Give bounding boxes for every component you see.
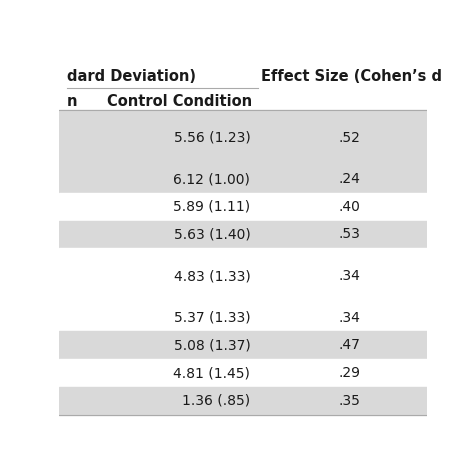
Text: .29: .29 <box>338 366 360 380</box>
Text: Control Condition: Control Condition <box>107 94 252 109</box>
Text: .34: .34 <box>338 269 360 283</box>
Text: 1.36 (.85): 1.36 (.85) <box>182 394 250 408</box>
Text: .40: .40 <box>338 200 360 214</box>
Text: dard Deviation): dard Deviation) <box>66 70 196 84</box>
Bar <box>59 220 427 248</box>
Text: .52: .52 <box>338 130 360 145</box>
Text: Effect Size (Cohen’s d: Effect Size (Cohen’s d <box>261 70 442 84</box>
Text: .47: .47 <box>338 338 360 352</box>
Text: .34: .34 <box>338 310 360 325</box>
Text: 5.56 (1.23): 5.56 (1.23) <box>173 130 250 145</box>
Bar <box>59 165 427 193</box>
Text: 5.37 (1.33): 5.37 (1.33) <box>173 310 250 325</box>
Text: 4.83 (1.33): 4.83 (1.33) <box>173 269 250 283</box>
Text: 4.81 (1.45): 4.81 (1.45) <box>173 366 250 380</box>
Text: .53: .53 <box>338 228 360 241</box>
Text: 6.12 (1.00): 6.12 (1.00) <box>173 172 250 186</box>
Text: 5.08 (1.37): 5.08 (1.37) <box>173 338 250 352</box>
Text: n: n <box>66 94 77 109</box>
Bar <box>59 304 427 331</box>
Bar <box>59 359 427 387</box>
Text: 5.89 (1.11): 5.89 (1.11) <box>173 200 250 214</box>
Bar <box>59 193 427 220</box>
Text: .35: .35 <box>338 394 360 408</box>
Bar <box>59 248 427 304</box>
Text: 5.63 (1.40): 5.63 (1.40) <box>173 228 250 241</box>
Text: .24: .24 <box>338 172 360 186</box>
Bar <box>59 110 427 165</box>
Bar <box>59 387 427 415</box>
Bar <box>59 331 427 359</box>
